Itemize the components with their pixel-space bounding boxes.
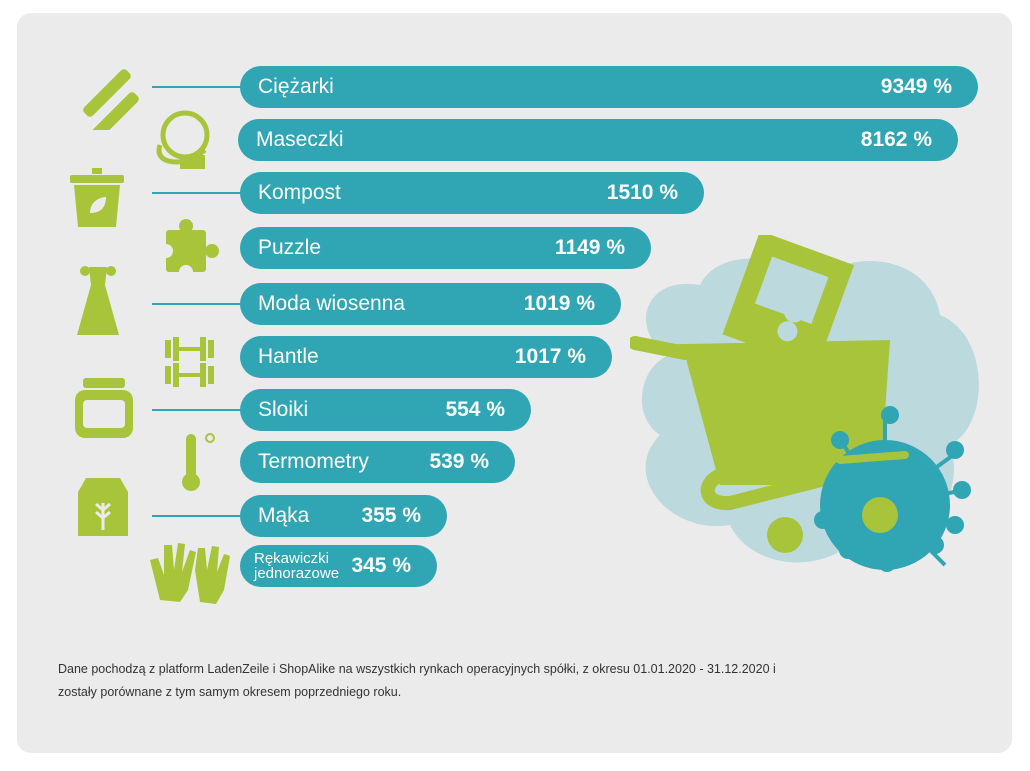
footnote: Dane pochodzą z platform LadenZeile i Sh… — [58, 662, 776, 699]
bar-label: Maseczki — [256, 128, 344, 151]
bar-label: Sloiki — [258, 398, 309, 421]
bar-value-label: 345 % — [351, 554, 411, 577]
bar-4: Moda wiosenna 1019 % — [240, 283, 621, 325]
gloves-icon — [150, 543, 230, 604]
shopping-cart-virus-illustration — [630, 235, 979, 572]
bar-label: Ciężarki — [258, 75, 334, 98]
bar-3: Puzzle 1149 % — [240, 227, 651, 269]
bar-6: Sloiki 554 % — [240, 389, 531, 431]
bar-label: Puzzle — [258, 236, 322, 259]
virus-icon — [814, 406, 971, 572]
bar-5: Hantle 1017 % — [240, 336, 612, 378]
bar-2: Kompost 1510 % — [240, 172, 704, 214]
flour-bag-icon — [78, 478, 128, 536]
dress-icon — [77, 266, 119, 335]
bar-value-label: 1149 % — [554, 236, 625, 259]
bar-value-label: 9349 % — [880, 75, 952, 98]
bar-0: Ciężarki 9349 % — [240, 66, 978, 108]
bar-label: Termometry — [258, 450, 369, 473]
bar-value-label: 355 % — [361, 504, 421, 527]
bar-label: Hantle — [258, 345, 319, 368]
bar-label: Moda wiosenna — [258, 292, 406, 315]
bar-7: Termometry 539 % — [240, 441, 515, 483]
bar-value-label: 554 % — [445, 398, 505, 421]
connector-line — [152, 192, 242, 194]
connector-line — [152, 303, 242, 305]
thermometer-icon — [182, 433, 215, 491]
cart — [635, 340, 890, 485]
bar-value-label: 8162 % — [860, 128, 932, 151]
connector-line — [152, 515, 242, 517]
receipt-card — [722, 235, 855, 369]
compost-bin-icon — [70, 168, 124, 227]
puzzle-icon — [162, 219, 219, 279]
barbell-icon — [165, 337, 214, 387]
bar-label: Mąka — [258, 504, 310, 527]
bar-value-label: 1017 % — [514, 345, 586, 368]
jar-icon — [75, 378, 133, 438]
bar-9: Rękawiczki jednorazowe 345 % — [240, 545, 437, 587]
bar-value-label: 1019 % — [523, 292, 595, 315]
face-mask-icon — [156, 110, 210, 169]
connector-line — [152, 409, 242, 411]
bar-value-label: 539 % — [429, 450, 489, 473]
bar-label: Rękawiczki jednorazowe — [254, 550, 340, 582]
connector-line — [152, 86, 242, 88]
bar-label: Kompost — [258, 181, 341, 204]
bar-8: Mąka 355 % — [240, 495, 447, 537]
dumbbells-icon — [83, 69, 139, 130]
bar-1: Maseczki 8162 % — [238, 119, 958, 161]
bar-value-label: 1510 % — [606, 181, 678, 204]
